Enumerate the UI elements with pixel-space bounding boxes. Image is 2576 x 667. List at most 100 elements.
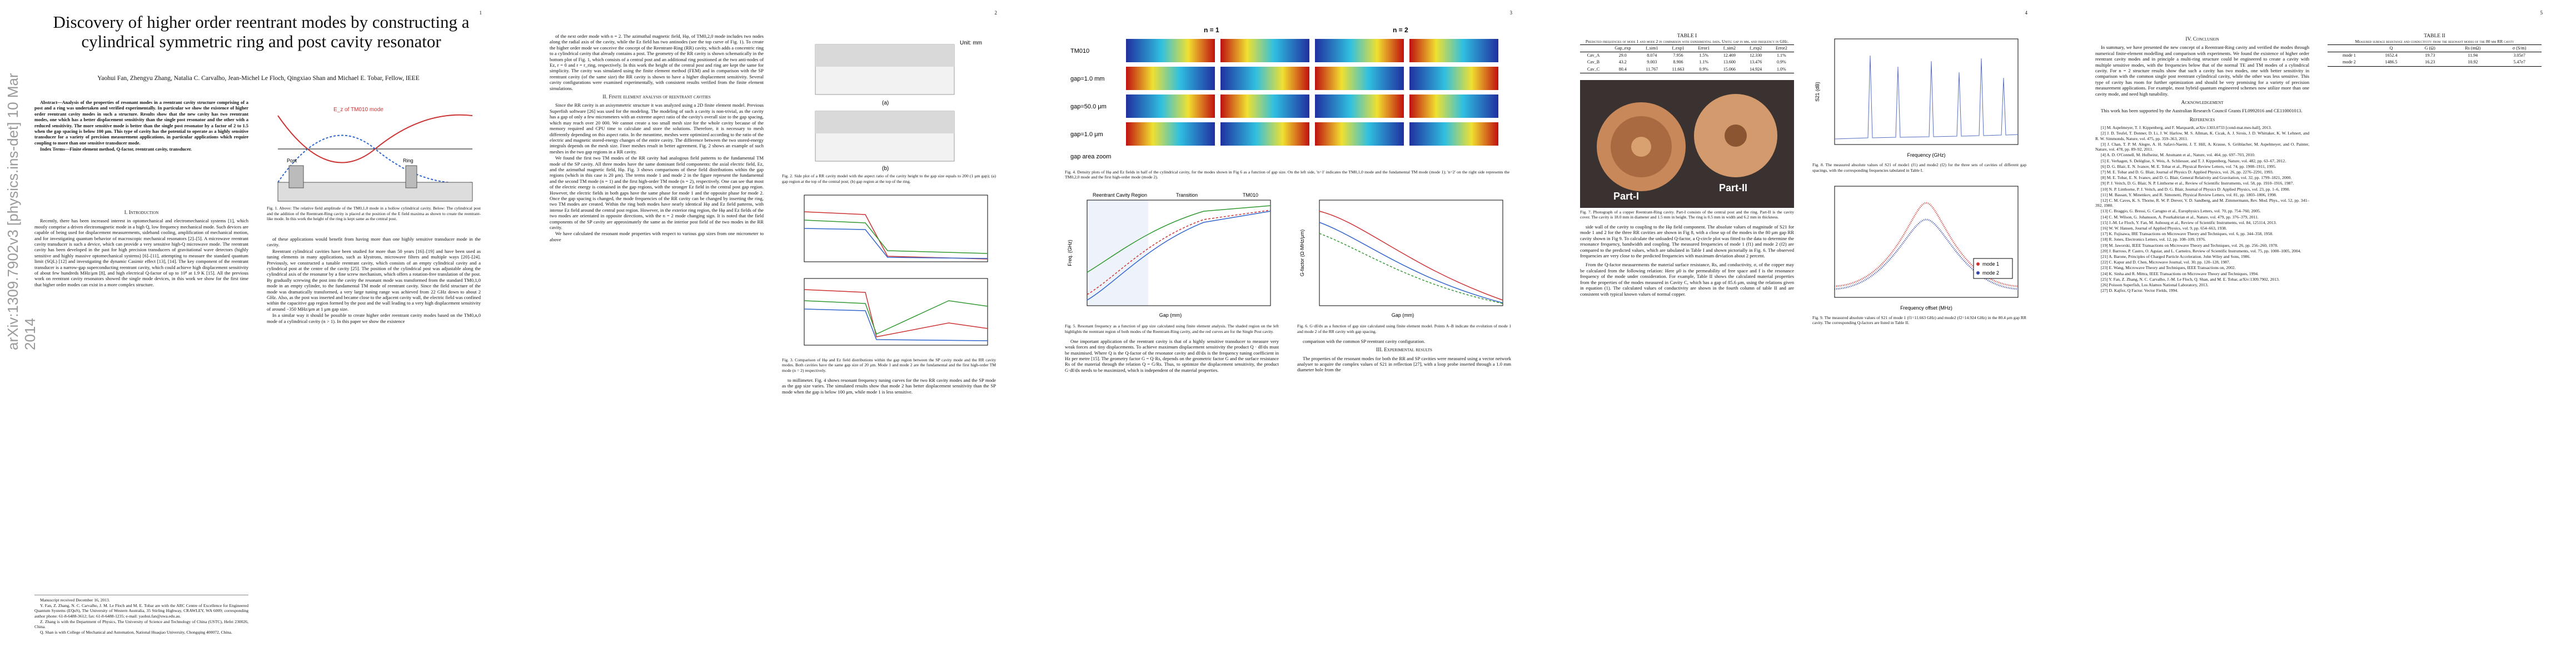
paragraph: Q. Shan is with College of Mechanical an… <box>40 630 232 635</box>
paragraph: Since the RR cavity is an axisymmetric s… <box>550 102 764 155</box>
header-cell: Error2 <box>1768 44 1794 53</box>
paragraph: One important application of the reentra… <box>1065 338 1279 373</box>
figures: Unit: mm (a) (b) Fig. 2. Side plot of a … <box>782 33 996 395</box>
paragraphs: From the Q-factor measurements the mater… <box>1580 262 1794 296</box>
caption: Fig. 2. Side plot of a RR cavity model w… <box>782 173 996 184</box>
legend-label: mode 1 <box>1982 261 1999 267</box>
caption: Fig. 7. Photograph of a copper Reentrant… <box>1580 209 1794 220</box>
page: 3 TM010 n = 1 n = 2 gap=1.0 mm gap=50.0 … <box>1030 0 1546 667</box>
paragraphs: side wall of the cavity to coupling to t… <box>1580 224 1794 258</box>
paragraphs: of the next order mode with n = 2. The a… <box>550 33 764 91</box>
header-cell: Q <box>2370 44 2412 53</box>
table-cell: mode 1 <box>2342 53 2356 58</box>
arxiv-sidebar: arXiv:1309.7902v3 [physics.ins-det] 10 M… <box>4 73 38 350</box>
figure: Reentrant Cavity Region Transition TM010… <box>1065 189 1279 374</box>
section-heading: I. Introduction <box>124 210 159 216</box>
caption: Fig. 4. Density plots of Hφ and Ez field… <box>1065 170 1509 180</box>
table-title: TABLE I <box>1677 33 1697 39</box>
caption: Fig. 5. Resonant frequency as a function… <box>1065 323 1279 334</box>
paragraphs: Since the RR cavity is an axisymmetric s… <box>550 102 764 242</box>
fig-label: gap=1.0 mm <box>1070 76 1104 82</box>
table-cell: 14.924 <box>1742 66 1769 74</box>
fig-label: Part-II <box>1719 182 1747 193</box>
paragraph: The properties of the resonant modes for… <box>1297 355 1511 373</box>
table-cell: 80.4 <box>1606 66 1639 74</box>
left-column: TABLE I Predicted frequencies of mode 1 … <box>1580 33 1794 297</box>
page-number: 2 <box>994 10 998 16</box>
page: 2 of the next order mode with n = 2. The… <box>515 0 1030 667</box>
figure: E_z of TM010 mode Ring Post Fig. 1. Abov… <box>267 99 481 221</box>
fig-label: Ring <box>403 158 413 163</box>
fig-label: TM010 <box>1243 192 1258 198</box>
authors: Yaohui Fan, Zhengyu Zhang, Natalia C. Ca… <box>97 75 420 82</box>
table-cell: mode 2 <box>2328 59 2371 67</box>
figure: TM010 n = 1 n = 2 gap=1.0 mm gap=50.0 μm… <box>1065 22 1509 180</box>
table-cell: 16.23 <box>2411 59 2449 67</box>
table-cell: 5.47e7 <box>2497 59 2542 67</box>
header-cell: Gap_exp <box>1606 44 1639 53</box>
fig6-plot: Gap (mm) G-factor (Ω·MHz/μm) <box>1299 200 1503 318</box>
table-cell: 11.767 <box>1638 66 1665 74</box>
fig1-diagram: E_z of TM010 mode Ring Post <box>277 107 473 202</box>
paragraph: [9] P. J. Veitch, D. G. Blair, N. P. Lin… <box>2101 181 2294 186</box>
table-row: mode 2 1486.5 16.23 10.92 5.47e7 <box>2328 59 2542 67</box>
table-cell: 9.003 <box>1647 59 1657 65</box>
header-cell: f_sim2 <box>1716 44 1743 53</box>
abstract-column: Abstract—Analysis of the properties of r… <box>34 100 248 153</box>
paragraphs: The properties of the resonant modes for… <box>1297 356 1511 373</box>
page: 5 IV. Conclusion In summary, we have pre… <box>2061 0 2576 667</box>
table-cell: 0.9% <box>1777 59 1786 65</box>
paragraph: Manuscript received December 16, 2013. <box>40 598 110 603</box>
paragraph: [15] J.-M. Le Floch, Y. Fan, M. Aubourg … <box>2101 220 2277 225</box>
fig8-plot: Frequency (GHz) S21 (dB) <box>1815 38 2019 158</box>
paragraph: This work has been supported by the Aust… <box>2101 108 2303 114</box>
paragraph: Recently, there has been increased inter… <box>34 218 248 287</box>
table-cell: Cav_C <box>1580 66 1607 74</box>
table-header: Gap_exp f_sim1 f_exp1 Error1 f_sim2 f_exp2 Err… <box>1580 44 1794 53</box>
paragraph: We found the first two TM modes of the R… <box>550 155 764 230</box>
header-cell: f_exp1 <box>1665 44 1692 53</box>
header-cell <box>2328 44 2371 53</box>
fig2-mesh: Unit: mm (a) (b) <box>815 40 982 172</box>
paragraph: [14] C. M. Wilson, G. Johansson, A. Pour… <box>2101 214 2259 220</box>
page-number: 5 <box>2540 10 2543 16</box>
paragraph: [12] C. M. Caves, K. S. Thorne, R. W. P.… <box>2095 197 2309 208</box>
table-row: Cav_A 29.0 8.074 7.956 1.5% 12.469 12.330 1.1% <box>1580 52 1794 59</box>
fig3-plot <box>804 195 988 346</box>
paragraph: [17] K. Fujisawa, IRE Transactions on Mi… <box>2101 231 2274 237</box>
table-cell: 3.05e7 <box>2513 53 2525 58</box>
table-row: Cav_C 80.4 11.767 11.663 0.9% 15.066 14.924 1.0… <box>1580 66 1794 74</box>
axis-label: Gap (mm) <box>1392 312 1414 318</box>
paragraph: From the Q-factor measurements the mater… <box>1580 262 1794 297</box>
table-title: TABLE II <box>2424 33 2445 39</box>
paragraph: [20] J. Barroso, P. Castro, O. Aguiar, a… <box>2101 248 2301 253</box>
caption: Fig. 3. Comparison of Hφ and Ez field di… <box>782 357 996 373</box>
table-cell: 12.330 <box>1750 53 1762 58</box>
table-cell: 7.956 <box>1673 53 1683 58</box>
paragraph: In a similar way it should be possible t… <box>267 312 481 324</box>
table-cell: 8.074 <box>1647 53 1657 58</box>
paragraph: of these applications would benefit from… <box>267 236 481 248</box>
paragraph: [23] E. Wang, Microwave Theory and Techn… <box>2101 265 2236 271</box>
table-cell: 1652.4 <box>2385 53 2398 58</box>
caption: Fig. 9. The measured absolute values of … <box>1812 315 2026 326</box>
right-column: TABLE II Measured surface resistance and… <box>2328 33 2542 67</box>
table-cell: 13.476 <box>1750 59 1762 65</box>
paragraph: to millimeter. Fig. 4 shows resonant fre… <box>782 377 996 395</box>
axis-label: Frequency (GHz) <box>1907 152 1945 158</box>
section-heading: IV. Conclusion <box>2185 37 2219 42</box>
paragraph: side wall of the cavity to coupling to t… <box>1580 224 1794 259</box>
header-cell <box>1580 44 1607 53</box>
paragraph: [11] M. Bassan, Y. Minenkov, and R. Simo… <box>2101 192 2277 197</box>
paragraph: comparison with the common SP reentrant … <box>1303 338 1426 344</box>
table-cell: 11.94 <box>2468 53 2478 58</box>
table-cell: 1.1% <box>1777 53 1786 58</box>
right-column: of these applications would benefit from… <box>267 236 481 325</box>
table-cell: 1.5% <box>1699 53 1709 58</box>
paragraph: [3] J. Chan, T. P. M. Alegre, A. H. Safa… <box>2095 141 2309 152</box>
paragraph: [21] A. Barone, Principles of Charged Pa… <box>2101 253 2251 259</box>
references: [1] M. Aspelmeyer, T. J. Kippenberg, and… <box>2095 125 2309 293</box>
table-cell: 0.9% <box>1691 66 1717 74</box>
